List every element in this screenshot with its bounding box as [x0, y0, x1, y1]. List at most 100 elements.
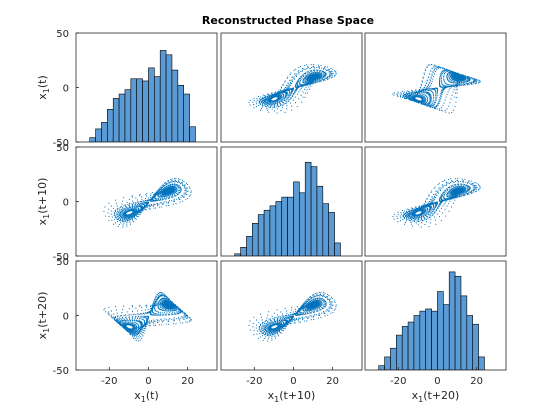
scatter-point — [289, 88, 291, 90]
scatter-point — [310, 75, 312, 77]
scatter-point — [415, 222, 417, 224]
scatter-point — [115, 199, 117, 201]
scatter-point — [169, 200, 171, 202]
scatter-point — [314, 80, 316, 82]
scatter-point — [462, 181, 464, 183]
scatter-point — [428, 84, 430, 86]
scatter-point — [320, 75, 322, 77]
scatter-point — [392, 93, 394, 95]
scatter-point — [417, 102, 419, 104]
scatter-point — [266, 101, 268, 103]
scatter-point — [449, 81, 451, 83]
scatter-point — [116, 205, 118, 207]
scatter-point — [314, 78, 316, 80]
scatter-point — [114, 213, 116, 215]
scatter-point — [430, 98, 432, 100]
scatter-point — [169, 193, 171, 195]
scatter-point — [255, 101, 257, 103]
scatter-point — [259, 96, 261, 98]
scatter-point — [420, 91, 422, 93]
scatter-point — [453, 82, 455, 84]
scatter-point — [326, 77, 328, 79]
scatter-point — [306, 74, 308, 76]
scatter-point — [285, 102, 287, 104]
scatter-point — [167, 195, 169, 197]
scatter-point — [471, 192, 473, 194]
scatter-point — [126, 216, 128, 218]
scatter-point — [460, 79, 462, 81]
panel-r2-c2 — [220, 146, 363, 257]
scatter-point — [310, 70, 312, 72]
scatter-point — [145, 204, 147, 206]
scatter-point — [474, 186, 476, 188]
scatter-point — [291, 90, 293, 92]
scatter-point — [318, 77, 320, 79]
scatter-point — [122, 219, 124, 221]
scatter-point — [464, 75, 466, 77]
scatter-point — [471, 81, 473, 83]
scatter-point — [455, 77, 457, 79]
scatter-point — [450, 81, 452, 83]
scatter-point — [269, 106, 271, 108]
scatter-point — [118, 216, 120, 218]
scatter-point — [315, 78, 317, 80]
scatter-point — [271, 92, 273, 94]
scatter-point — [444, 198, 446, 200]
scatter-point — [135, 203, 137, 205]
scatter-point — [282, 107, 284, 109]
scatter-point — [152, 199, 154, 201]
scatter-point — [328, 70, 330, 72]
scatter-point — [155, 200, 157, 202]
scatter-point — [468, 80, 470, 82]
scatter-point — [408, 97, 410, 99]
scatter-point — [410, 221, 412, 223]
scatter-point — [429, 105, 431, 107]
scatter-point — [291, 91, 293, 93]
scatter-point — [321, 76, 323, 78]
scatter-point — [165, 189, 167, 191]
scatter-point — [422, 212, 424, 214]
scatter-point — [284, 91, 286, 93]
scatter-point — [122, 214, 124, 216]
scatter-point — [274, 100, 276, 102]
scatter-point — [283, 90, 285, 92]
scatter-point — [406, 213, 408, 215]
scatter-point — [428, 95, 430, 97]
scatter-point — [140, 202, 142, 204]
scatter-point — [135, 214, 137, 216]
scatter-point — [314, 77, 316, 79]
scatter-point — [321, 79, 323, 81]
scatter-point — [408, 96, 410, 98]
scatter-point — [416, 92, 418, 94]
scatter-point — [431, 105, 433, 107]
scatter-point — [266, 95, 268, 97]
scatter-point — [138, 205, 140, 207]
scatter-point — [460, 75, 462, 77]
scatter-point — [314, 73, 316, 75]
scatter-point — [286, 94, 288, 96]
scatter-point — [281, 91, 283, 93]
scatter-point — [274, 95, 276, 97]
scatter-point — [323, 76, 325, 78]
scatter-point — [155, 192, 157, 194]
scatter-point — [264, 100, 266, 102]
scatter-point — [316, 70, 318, 72]
histogram-bar — [257, 214, 265, 256]
scatter-point — [454, 79, 456, 81]
scatter-point — [276, 95, 278, 97]
scatter-point — [422, 212, 424, 214]
scatter-point — [131, 196, 133, 198]
scatter-point — [295, 102, 297, 104]
scatter-point — [466, 192, 468, 194]
scatter-point — [173, 189, 175, 191]
scatter-point — [448, 76, 450, 78]
scatter-point — [449, 87, 451, 89]
scatter-point — [415, 215, 417, 217]
scatter-point — [436, 98, 438, 100]
scatter-point — [435, 108, 437, 110]
scatter-point — [424, 97, 426, 99]
scatter-point — [411, 92, 413, 94]
scatter-point — [117, 216, 119, 218]
scatter-point — [428, 102, 430, 104]
scatter-point — [164, 184, 166, 186]
